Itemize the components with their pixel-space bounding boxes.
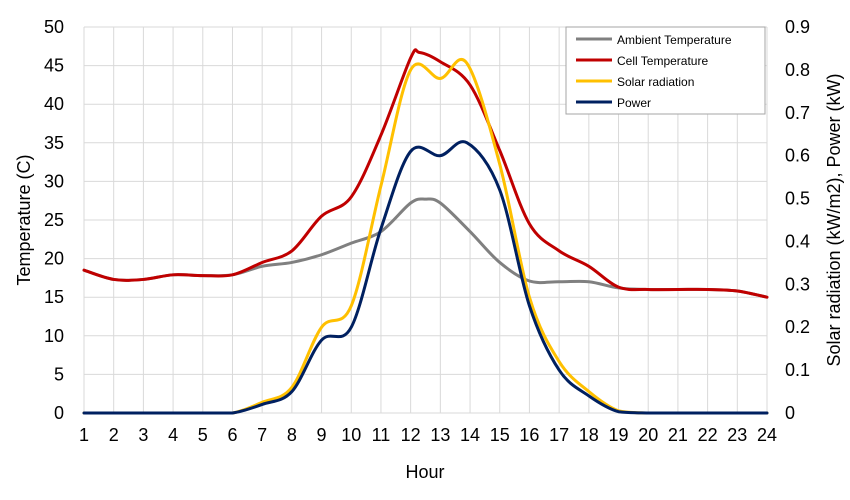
x-tick-label: 15: [490, 425, 510, 445]
y-right-tick-label: 0.1: [785, 360, 810, 380]
y-right-tick-label: 0.9: [785, 17, 810, 37]
y-right-tick-label: 0.4: [785, 231, 810, 251]
x-tick-label: 23: [727, 425, 747, 445]
x-tick-label: 7: [257, 425, 267, 445]
legend: Ambient Temperature Cell Temperature Sol…: [565, 26, 766, 115]
series-lines: [82, 48, 769, 415]
x-tick-label: 11: [372, 425, 391, 445]
x-tick-label: 5: [198, 425, 208, 445]
y-left-tick-label: 20: [44, 249, 64, 269]
y-left-tick-label: 25: [44, 210, 64, 230]
x-tick-label: 14: [460, 425, 480, 445]
y-left-tick-label: 5: [54, 364, 64, 384]
legend-label-power: Power: [617, 96, 651, 110]
x-tick-label: 21: [668, 425, 688, 445]
y-left-tick-label: 35: [44, 133, 64, 153]
series-line-power: [82, 140, 769, 415]
x-tick-label: 20: [638, 425, 658, 445]
x-tick-label: 9: [317, 425, 327, 445]
axes: 1 2 3 4 5 6 7 8 9 10 11 12 13 14 15 16 17 18 19 20 21 22 23 240…: [44, 17, 810, 445]
y-axis-left-title: Temperature (C): [14, 154, 34, 285]
y-right-tick-label: 0.5: [785, 189, 810, 209]
y-right-tick-label: 0.6: [785, 146, 810, 166]
legend-label-solar: Solar radiation: [617, 75, 694, 89]
x-axis-title: Hour: [405, 462, 444, 482]
y-left-tick-label: 45: [44, 56, 64, 76]
y-right-tick-label: 0: [785, 403, 795, 423]
x-tick-label: 6: [227, 425, 237, 445]
y-left-tick-label: 40: [44, 94, 64, 114]
x-tick-label: 16: [519, 425, 539, 445]
x-tick-label: 2: [109, 425, 119, 445]
x-tick-label: 4: [168, 425, 178, 445]
y-left-tick-label: 30: [44, 171, 64, 191]
series-line-cell-temperature: [82, 48, 769, 299]
y-left-tick-label: 0: [54, 403, 64, 423]
x-tick-label: 3: [138, 425, 148, 445]
y-right-tick-label: 0.8: [785, 60, 810, 80]
y-left-tick-label: 10: [44, 326, 64, 346]
y-right-tick-label: 0.7: [785, 103, 810, 123]
y-axis-right-title: Solar radiation (kW/m2), Power (kW): [824, 73, 844, 366]
x-tick-label: 13: [430, 425, 450, 445]
x-tick-label: 17: [549, 425, 569, 445]
legend-box: [565, 26, 766, 115]
y-right-tick-label: 0.2: [785, 317, 810, 337]
x-tick-label: 12: [401, 425, 421, 445]
y-left-tick-label: 50: [44, 17, 64, 37]
x-tick-label: 1: [79, 425, 89, 445]
x-tick-label: 24: [757, 425, 777, 445]
legend-label-cell: Cell Temperature: [617, 54, 708, 68]
x-tick-label: 19: [609, 425, 629, 445]
y-right-tick-label: 0.3: [785, 274, 810, 294]
y-left-tick-label: 15: [44, 287, 64, 307]
x-tick-label: 18: [579, 425, 599, 445]
legend-label-ambient: Ambient Temperature: [617, 33, 732, 47]
x-tick-label: 22: [698, 425, 718, 445]
x-tick-label: 10: [341, 425, 361, 445]
x-tick-label: 8: [287, 425, 297, 445]
